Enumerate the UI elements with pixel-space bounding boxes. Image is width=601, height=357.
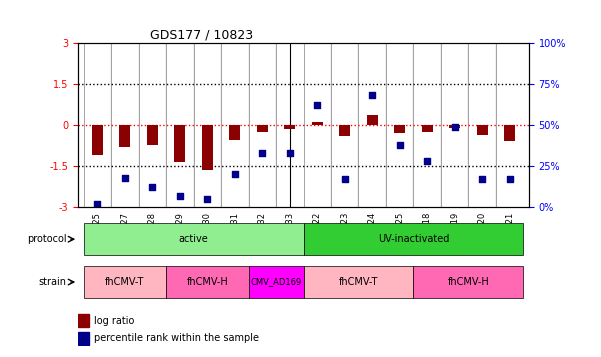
Point bbox=[203, 196, 212, 202]
Point bbox=[367, 92, 377, 98]
Bar bbox=[477, 125, 487, 135]
Text: CMV_AD169: CMV_AD169 bbox=[251, 277, 302, 287]
Text: fhCMV-H: fhCMV-H bbox=[186, 277, 228, 287]
Bar bbox=[422, 125, 433, 132]
Point bbox=[285, 150, 294, 156]
FancyBboxPatch shape bbox=[304, 223, 523, 255]
Point bbox=[450, 124, 460, 130]
Text: fhCMV-T: fhCMV-T bbox=[105, 277, 145, 287]
Bar bbox=[504, 125, 515, 141]
Bar bbox=[312, 122, 323, 125]
Point bbox=[395, 142, 404, 147]
Point bbox=[120, 175, 130, 180]
FancyBboxPatch shape bbox=[84, 223, 304, 255]
Bar bbox=[147, 125, 158, 146]
Text: UV-inactivated: UV-inactivated bbox=[378, 234, 449, 244]
Text: GDS177 / 10823: GDS177 / 10823 bbox=[150, 29, 254, 41]
Point bbox=[93, 201, 102, 207]
Text: percentile rank within the sample: percentile rank within the sample bbox=[94, 333, 259, 343]
Bar bbox=[367, 115, 377, 125]
Bar bbox=[284, 125, 295, 129]
FancyBboxPatch shape bbox=[166, 266, 249, 298]
Point bbox=[340, 176, 350, 182]
Text: fhCMV-H: fhCMV-H bbox=[448, 277, 489, 287]
Bar bbox=[449, 125, 460, 128]
FancyBboxPatch shape bbox=[304, 266, 413, 298]
Bar bbox=[230, 125, 240, 140]
Point bbox=[147, 185, 157, 190]
Bar bbox=[92, 125, 103, 155]
Point bbox=[477, 176, 487, 182]
Point bbox=[257, 150, 267, 156]
Point bbox=[313, 102, 322, 108]
Point bbox=[505, 176, 514, 182]
Bar bbox=[202, 125, 213, 170]
Bar bbox=[78, 314, 90, 327]
Bar bbox=[394, 125, 405, 133]
Point bbox=[230, 171, 240, 177]
Text: log ratio: log ratio bbox=[94, 316, 134, 326]
Text: protocol: protocol bbox=[27, 234, 67, 244]
Text: strain: strain bbox=[38, 277, 67, 287]
FancyBboxPatch shape bbox=[249, 266, 304, 298]
FancyBboxPatch shape bbox=[84, 266, 166, 298]
Bar bbox=[120, 125, 130, 147]
Text: active: active bbox=[178, 234, 209, 244]
Bar bbox=[78, 332, 90, 345]
Text: fhCMV-T: fhCMV-T bbox=[339, 277, 378, 287]
Bar bbox=[339, 125, 350, 136]
Point bbox=[175, 193, 185, 198]
Point bbox=[423, 158, 432, 164]
Bar bbox=[257, 125, 268, 132]
FancyBboxPatch shape bbox=[413, 266, 523, 298]
Bar bbox=[174, 125, 185, 162]
